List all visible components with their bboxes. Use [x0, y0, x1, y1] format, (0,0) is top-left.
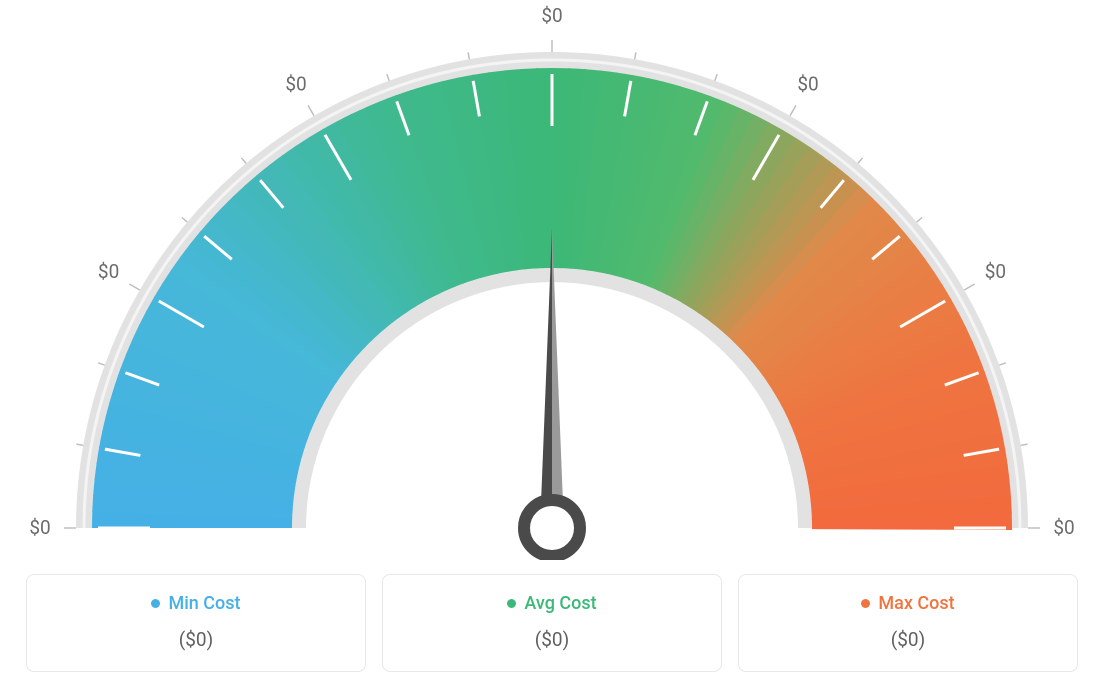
legend-dot-avg [507, 599, 516, 608]
legend-value-max: ($0) [751, 628, 1065, 651]
legend-label-min: Min Cost [168, 593, 240, 614]
svg-text:$0: $0 [98, 260, 119, 283]
svg-text:$0: $0 [285, 73, 306, 96]
legend-dot-min [151, 599, 160, 608]
legend-title-min: Min Cost [151, 593, 240, 614]
svg-text:$0: $0 [541, 4, 562, 27]
legend-title-avg: Avg Cost [507, 593, 596, 614]
legend-row: Min Cost ($0) Avg Cost ($0) Max Cost ($0… [0, 574, 1104, 690]
svg-text:$0: $0 [985, 260, 1006, 283]
legend-label-max: Max Cost [878, 593, 954, 614]
legend-card-min: Min Cost ($0) [26, 574, 366, 672]
svg-text:$0: $0 [797, 73, 818, 96]
legend-card-avg: Avg Cost ($0) [382, 574, 722, 672]
legend-title-max: Max Cost [861, 593, 954, 614]
svg-text:$0: $0 [1053, 516, 1074, 539]
svg-text:$0: $0 [29, 516, 50, 539]
legend-label-avg: Avg Cost [524, 593, 596, 614]
gauge-svg: $0 $0 $0 $0 $0 $0 $0 [0, 0, 1104, 560]
legend-value-min: ($0) [39, 628, 353, 651]
legend-card-max: Max Cost ($0) [738, 574, 1078, 672]
legend-value-avg: ($0) [395, 628, 709, 651]
gauge-chart: $0 $0 $0 $0 $0 $0 $0 [0, 0, 1104, 560]
legend-dot-max [861, 599, 870, 608]
